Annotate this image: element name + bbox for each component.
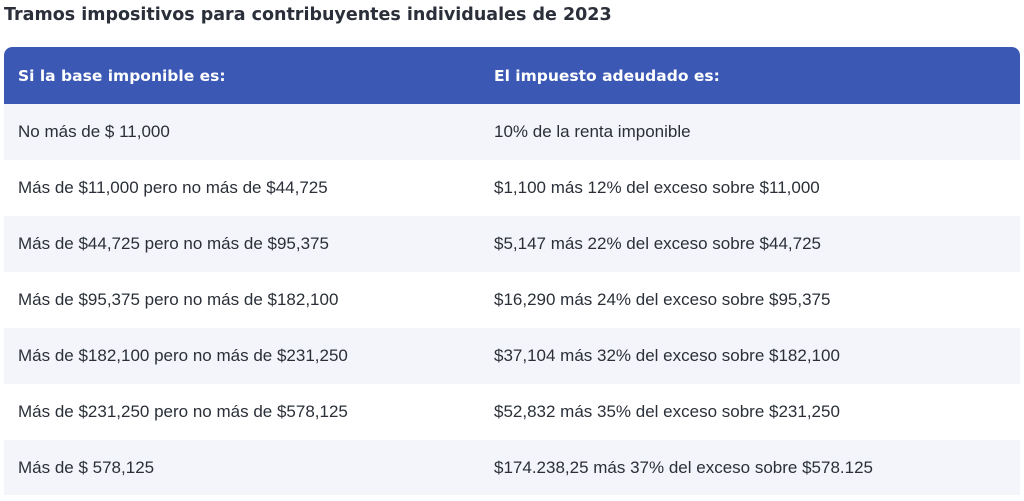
table-header: Si la base imponible es: El impuesto ade… — [4, 47, 1020, 104]
tax-owed-cell: $37,104 más 32% del exceso sobre $182,10… — [494, 346, 840, 365]
taxable-income-cell: Más de $11,000 pero no más de $44,725 — [18, 178, 328, 197]
tax-owed-cell: $1,100 más 12% del exceso sobre $11,000 — [494, 178, 820, 197]
tax-owed-cell: $16,290 más 24% del exceso sobre $95,375 — [494, 290, 831, 309]
header-tax-owed: El impuesto adeudado es: — [494, 66, 720, 85]
header-taxable-income: Si la base imponible es: — [18, 66, 226, 85]
taxable-income-cell: No más de $ 11,000 — [18, 122, 170, 141]
table-row: Más de $182,100 pero no más de $231,250 … — [4, 328, 1020, 384]
taxable-income-cell: Más de $95,375 pero no más de $182,100 — [18, 290, 339, 309]
tax-owed-cell: $5,147 más 22% del exceso sobre $44,725 — [494, 234, 822, 253]
tax-owed-cell: 10% de la renta imponible — [494, 122, 691, 141]
taxable-income-cell: Más de $44,725 pero no más de $95,375 — [18, 234, 329, 253]
table-row: Más de $44,725 pero no más de $95,375 $5… — [4, 216, 1020, 272]
tax-owed-cell: $52,832 más 35% del exceso sobre $231,25… — [494, 402, 840, 421]
table-row: Más de $95,375 pero no más de $182,100 $… — [4, 272, 1020, 328]
tax-brackets-table: Si la base imponible es: El impuesto ade… — [4, 47, 1020, 495]
table-row: Más de $11,000 pero no más de $44,725 $1… — [4, 160, 1020, 216]
taxable-income-cell: Más de $182,100 pero no más de $231,250 — [18, 346, 348, 365]
page-title: Tramos impositivos para contribuyentes i… — [4, 5, 612, 25]
tax-owed-cell: $174.238,25 más 37% del exceso sobre $57… — [494, 457, 873, 477]
table-row: No más de $ 11,000 10% de la renta impon… — [4, 104, 1020, 160]
taxable-income-cell: Más de $ 578,125 — [18, 457, 155, 477]
taxable-income-cell: Más de $231,250 pero no más de $578,125 — [18, 402, 348, 421]
table-row: Más de $ 578,125 $174.238,25 más 37% del… — [4, 440, 1020, 495]
table-row: Más de $231,250 pero no más de $578,125 … — [4, 384, 1020, 440]
